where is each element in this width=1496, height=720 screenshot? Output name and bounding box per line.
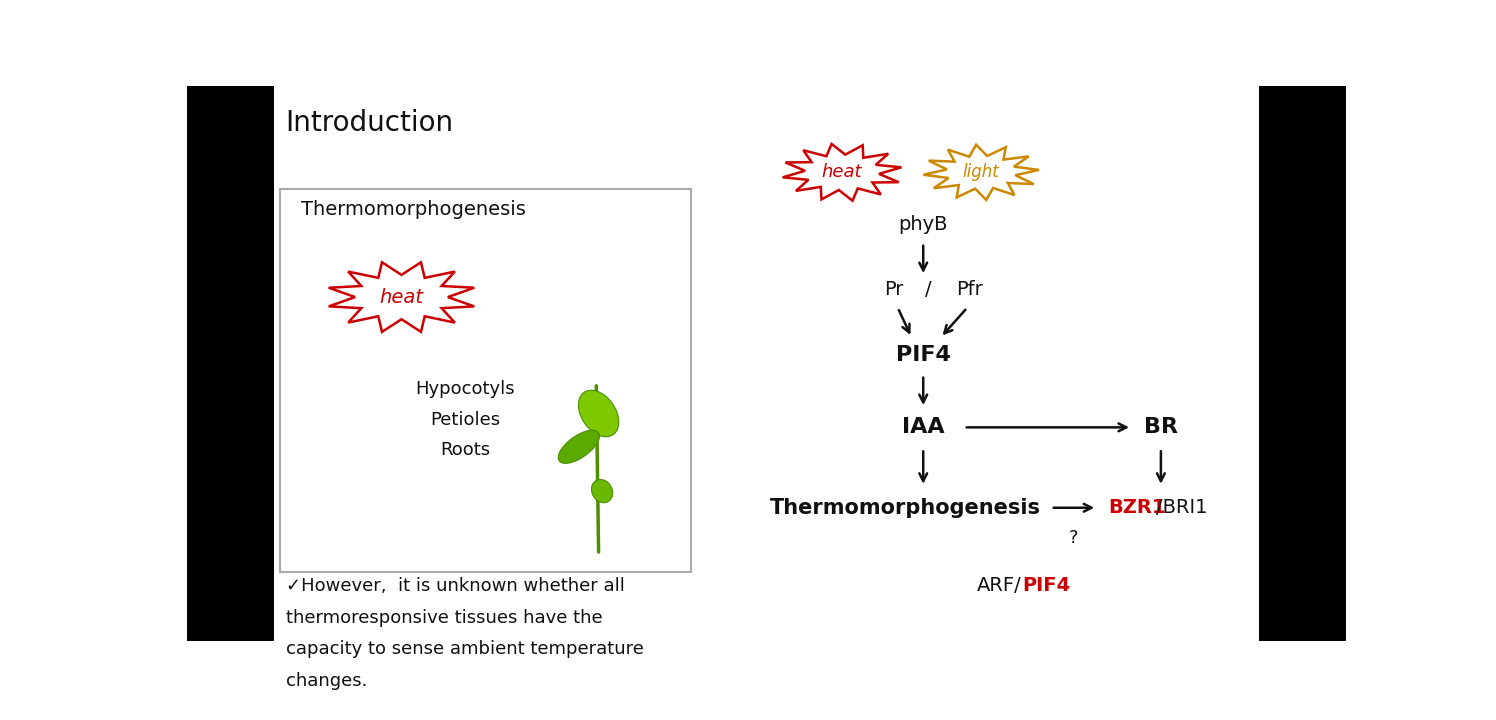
Text: phyB: phyB: [899, 215, 948, 235]
Ellipse shape: [591, 480, 613, 503]
Polygon shape: [329, 262, 474, 332]
Ellipse shape: [558, 430, 600, 464]
Text: BZR1: BZR1: [1109, 498, 1167, 517]
Polygon shape: [923, 145, 1038, 200]
Bar: [187, 86, 274, 641]
Text: BR: BR: [1144, 418, 1177, 437]
Text: Roots: Roots: [440, 441, 491, 459]
Text: changes.: changes.: [286, 672, 367, 690]
Text: /BRI1: /BRI1: [1156, 498, 1207, 517]
Text: /: /: [925, 280, 931, 300]
FancyBboxPatch shape: [280, 189, 691, 572]
Text: PIF4: PIF4: [1022, 576, 1070, 595]
Text: PIF4: PIF4: [896, 346, 950, 365]
Text: light: light: [963, 163, 999, 181]
Ellipse shape: [579, 390, 619, 437]
Text: Pr: Pr: [884, 280, 904, 300]
Text: heat: heat: [821, 163, 862, 181]
Text: Petioles: Petioles: [431, 410, 500, 428]
Text: thermoresponsive tissues have the: thermoresponsive tissues have the: [286, 608, 603, 626]
Text: ?: ?: [1070, 529, 1079, 547]
Bar: [1260, 86, 1346, 641]
Text: IAA: IAA: [902, 418, 944, 437]
Text: Introduction: Introduction: [286, 109, 453, 137]
Text: Thermomorphogenesis: Thermomorphogenesis: [770, 498, 1041, 518]
Text: heat: heat: [380, 287, 423, 307]
Polygon shape: [782, 144, 902, 201]
Text: ✓However,  it is unknown whether all: ✓However, it is unknown whether all: [286, 577, 624, 595]
Text: Thermomorphogenesis: Thermomorphogenesis: [301, 200, 525, 219]
Text: capacity to sense ambient temperature: capacity to sense ambient temperature: [286, 640, 643, 658]
Text: Hypocotyls: Hypocotyls: [416, 380, 515, 398]
Text: ARF/: ARF/: [977, 576, 1022, 595]
Text: Pfr: Pfr: [956, 280, 983, 300]
